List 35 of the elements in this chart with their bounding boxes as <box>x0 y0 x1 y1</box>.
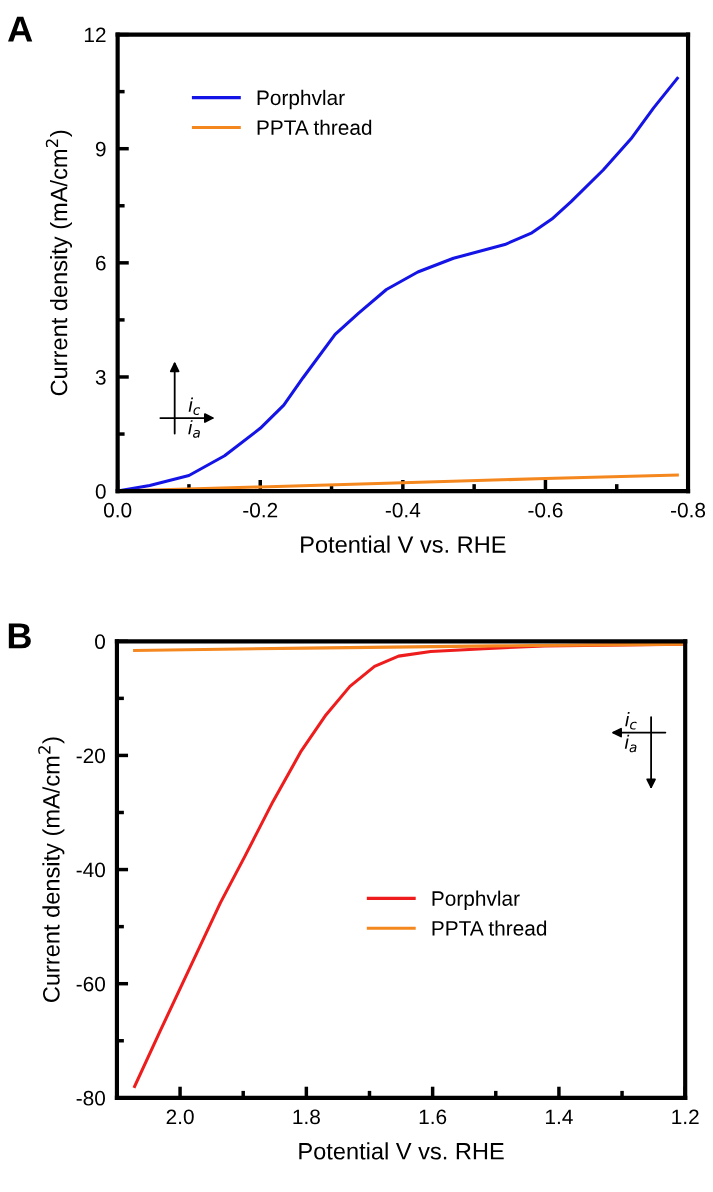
x-tick-label: 1.8 <box>293 1109 320 1125</box>
line-series <box>133 642 686 652</box>
y-tick-label: 3 <box>95 369 106 385</box>
y-tick-label: -20 <box>76 748 106 764</box>
legend-label: PPTA thread <box>432 920 547 936</box>
x-tick-label: 1.4 <box>546 1109 573 1125</box>
y-tick-label: -40 <box>76 862 106 878</box>
legend-label: PPTA thread <box>257 119 372 135</box>
annotation: i$_{c}$ <box>625 712 637 730</box>
y-axis-title: Current density (mA/cm$^{2}$) <box>38 737 65 1002</box>
y-tick-label: 6 <box>96 255 106 271</box>
x-tick-label: -0.4 <box>385 502 421 518</box>
x-tick-label: -0.6 <box>528 502 563 518</box>
x-tick-label: 0.0 <box>103 502 132 518</box>
annotation: i$_{a}$ <box>624 734 637 753</box>
x-axis-title: Potential V vs. RHE <box>301 535 506 553</box>
text: B <box>8 623 31 649</box>
y-axis-title: Current density (mA/cm$^{2}$) <box>45 130 73 396</box>
text: A <box>8 16 33 42</box>
y-tick-label: 12 <box>84 27 106 43</box>
x-tick-label: 2.0 <box>166 1109 194 1125</box>
annotation: i$_{a}$ <box>188 420 200 438</box>
y-tick-label: 0 <box>95 634 106 650</box>
y-tick-label: -60 <box>76 976 106 992</box>
y-tick-label: -80 <box>76 1090 106 1106</box>
annotation: i$_{c}$ <box>188 397 201 416</box>
legend-label: Porphvlar <box>257 89 345 110</box>
x-tick-label: 1.2 <box>672 1109 699 1125</box>
y-tick-label: 0 <box>95 484 106 499</box>
x-tick-label: -0.2 <box>243 502 278 518</box>
x-tick-label: 1.6 <box>419 1109 447 1125</box>
x-tick-label: -0.8 <box>671 502 706 518</box>
y-tick-label: 9 <box>95 141 106 157</box>
legend-label: Porphvlar <box>432 890 520 911</box>
x-axis-title: Potential V vs. RHE <box>299 1142 504 1160</box>
